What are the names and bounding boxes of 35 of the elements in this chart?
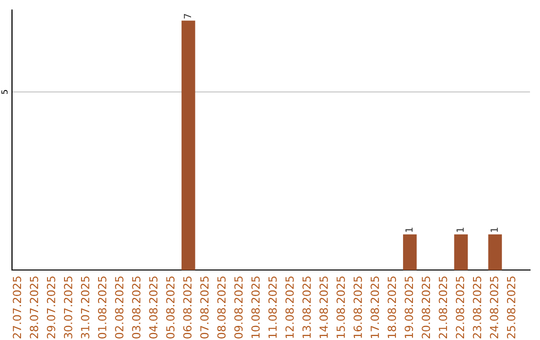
x-tick-label: 21.08.2025 [438, 276, 448, 338]
x-tick-label: 20.08.2025 [422, 276, 430, 338]
x-tick-label: 29.07.2025 [46, 276, 56, 338]
data-label: 1 [405, 228, 413, 232]
x-tick-label: 05.08.2025 [166, 276, 175, 338]
x-tick-label: 22.08.2025 [456, 276, 464, 338]
x-tick-label: 24.08.2025 [490, 276, 498, 338]
x-tick-label: 03.08.2025 [132, 276, 140, 338]
x-tick-label: 27.07.2025 [12, 276, 22, 338]
x-tick-label: 12.08.2025 [285, 276, 294, 338]
x-tick-label: 28.07.2025 [30, 276, 38, 338]
x-tick-label: 10.08.2025 [251, 276, 260, 338]
x-tick-label: 19.08.2025 [404, 276, 414, 338]
x-tick-label: 01.08.2025 [98, 276, 106, 338]
x-tick-label: 13.08.2025 [302, 276, 311, 338]
x-tick-label: 07.08.2025 [200, 276, 209, 338]
data-label: 7 [184, 14, 192, 18]
x-tick-label: 08.08.2025 [217, 276, 226, 338]
y-tick-label: 5 [1, 90, 8, 94]
x-tick-label: 30.07.2025 [64, 276, 72, 338]
x-tick-label: 14.08.2025 [319, 276, 328, 338]
x-tick-label: 15.08.2025 [336, 276, 345, 338]
data-label: 1 [490, 228, 498, 232]
x-tick-label: 09.08.2025 [234, 276, 243, 338]
x-tick-label: 02.08.2025 [115, 276, 124, 338]
x-tick-label: 16.08.2025 [354, 276, 362, 338]
x-tick-label: 04.08.2025 [149, 276, 158, 338]
data-label: 1 [456, 228, 464, 232]
x-tick-label: 18.08.2025 [388, 276, 396, 338]
x-tick-label: 23.08.2025 [472, 276, 482, 338]
x-tick-label: 06.08.2025 [183, 276, 192, 338]
x-tick-label: 17.08.2025 [370, 276, 380, 338]
x-tick-label: 31.07.2025 [80, 276, 90, 338]
x-tick-label: 25.08.2025 [506, 276, 516, 338]
x-tick-label: 11.08.2025 [268, 276, 277, 338]
